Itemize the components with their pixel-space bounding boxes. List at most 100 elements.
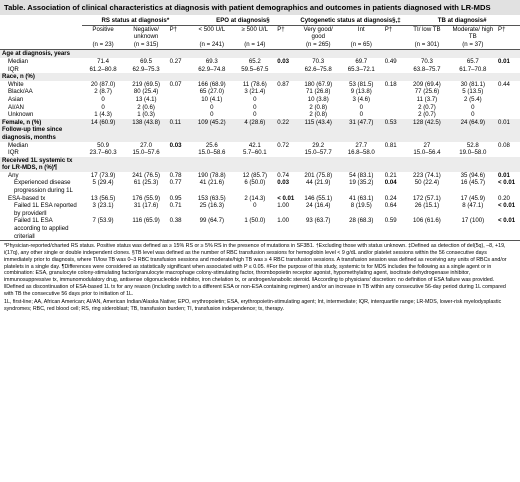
table-cell [275, 104, 297, 112]
table-cell: 166 (68.9) [197, 80, 226, 88]
table-cell: 0.20 [498, 194, 510, 202]
table-cell: 209 (69.4) [413, 80, 441, 88]
table-cell: 3 (21.4) [244, 88, 266, 96]
table-cell: 69.5 [140, 57, 153, 65]
row-label: IQR [8, 65, 19, 73]
table-cell: 241 (76.5) [132, 171, 160, 179]
row-label: Age at diagnosis, years [0, 49, 82, 58]
table-cell: 0.01 [498, 57, 510, 65]
table-cell: 0.49 [384, 57, 397, 65]
table-cell: 2 (0.7) [418, 103, 436, 111]
col-int: Int [357, 25, 365, 33]
n-count: (n = 65) [339, 40, 383, 51]
table-cell: 10 (4.1) [201, 95, 223, 103]
table-cell: 5.7–60.1 [242, 149, 267, 157]
col-epo-lo: < 500 U/L [198, 25, 226, 33]
table-cell: 0 [101, 103, 105, 111]
table-cell: 44 (21.9) [306, 179, 331, 187]
group-cyto: Cytogenetic status at diagnosis§,‡ [296, 15, 405, 26]
table-cell: 62.9–74.8 [198, 65, 226, 73]
table-cell: 59.5–67.5 [241, 65, 269, 73]
table-cell: 93 (63.7) [306, 217, 331, 225]
table-cell: 0.81 [384, 141, 397, 149]
table-cell: 0 [471, 111, 475, 119]
table-cell: 31 (17.6) [133, 202, 159, 210]
table-cell: 70.3 [421, 57, 433, 65]
row-label: Female, n (%) [0, 118, 82, 127]
table-cell: 0.38 [169, 217, 182, 225]
table-cell: 2 (0.7) [418, 111, 436, 119]
col-p-rs: P† [169, 25, 178, 33]
table-cell: 17 (45.9) [460, 194, 485, 202]
col-mod: Moderate/ high TB [452, 25, 494, 41]
table-cell: 62.9–75.3 [132, 65, 160, 73]
table-cell: 41 (63.1) [349, 194, 374, 202]
table-cell: 0.71 [169, 202, 182, 210]
n-count: (n = 37) [449, 40, 497, 51]
table-cell: 2 (0.8) [309, 111, 328, 119]
table-cell: 176 (55.9) [132, 194, 160, 202]
table-cell: 27 [423, 141, 431, 149]
table-cell: 0.01 [496, 118, 520, 127]
table-cell: 14 (60.9) [81, 118, 125, 127]
table-cell: 2 (0.6) [137, 103, 155, 111]
table-cell [496, 66, 520, 74]
table-body: Age at diagnosis, years Median 71.4 69.5 0.2… [0, 49, 520, 240]
table-cell: 61 (25.3) [133, 179, 159, 187]
table-cell: 16.8–58.0 [347, 149, 375, 157]
table-cell: 70.3 [312, 57, 325, 65]
table-cell: 0.07 [169, 80, 182, 88]
n-count: (n = 315) [124, 40, 168, 51]
table-cell: 24 (16.4) [306, 202, 331, 210]
group-rs: RS status at diagnosis* [81, 15, 190, 26]
table-cell: 0.21 [384, 171, 397, 179]
table-cell: 0 [101, 95, 105, 103]
table-cell: 0 [471, 103, 475, 111]
table-cell [168, 88, 190, 96]
table-cell: 109 (45.2) [189, 118, 235, 127]
characteristics-table: RS status at diagnosis* EPO at diagnosis… [0, 15, 520, 240]
table-row: Any 17 (73.9) 241 (76.5) 0.78 190 (78.8) 12 (… [0, 172, 520, 180]
table-cell: 69.3 [205, 57, 218, 65]
table-cell: 80 (25.4) [133, 88, 159, 96]
table-cell: 16 (45.7) [460, 179, 485, 187]
table-cell: 0.03 [277, 57, 290, 65]
row-label: Follow-up time since diagnosis, months [0, 126, 82, 142]
table-row: Experienced disease progression during 1… [0, 179, 520, 194]
table-cell [275, 111, 297, 119]
table-cell: 0.22 [275, 118, 297, 127]
table-cell: 0.03 [169, 141, 182, 149]
table-cell: 15.0–58.6 [198, 149, 226, 157]
table-cell: 15.0–56.4 [413, 149, 441, 157]
table-cell: 65.3–72.1 [347, 65, 375, 73]
table-cell: 190 (78.8) [197, 171, 226, 179]
footnote-abbreviations: 1L, first-line; AA, African American; AI… [4, 299, 502, 312]
table-cell: 17 (73.9) [90, 171, 116, 179]
table-cell: 0.04 [384, 179, 397, 187]
table-title: Table. Association of clinical character… [0, 0, 520, 15]
table-cell: 50.9 [97, 141, 109, 149]
table-cell: 0.78 [169, 171, 182, 179]
table-cell: 115 (43.4) [296, 118, 340, 127]
table-cell: 65 (27.0) [199, 88, 224, 96]
table-cell: 4 (28.6) [234, 118, 276, 127]
table-row: Follow-up time since diagnosis, months [0, 126, 520, 142]
table-cell: 172 (57.1) [413, 194, 441, 202]
table-row: Median 71.4 69.5 0.27 69.3 65.2 0.03 70.3 69.7 0.… [0, 58, 520, 66]
table-cell: 13 (4.1) [135, 95, 157, 103]
row-label: Unknown [8, 111, 34, 119]
table-cell: 20 (87.0) [90, 80, 116, 88]
table-cell: 99 (64.7) [199, 217, 224, 225]
table-cell: 13 (56.5) [90, 194, 116, 202]
table-cell: 1 (0.3) [137, 111, 155, 119]
table-cell: 7 (53.9) [92, 217, 114, 225]
table-cell [383, 149, 405, 157]
table-cell: 0.18 [384, 80, 397, 88]
table-cell: 15.0–57.6 [132, 149, 160, 157]
table-cell [168, 104, 190, 112]
table-cell: < 0.01 [498, 217, 516, 225]
table-row: IQR 61.2–80.8 62.9–75.3 62.9–74.8 59.5–67.5 6… [0, 66, 520, 74]
table-cell: 71.4 [97, 57, 109, 65]
table-cell: 0 [359, 111, 363, 119]
table-row: Received 1L systemic tx for LR-MDS, n (%… [0, 156, 520, 172]
